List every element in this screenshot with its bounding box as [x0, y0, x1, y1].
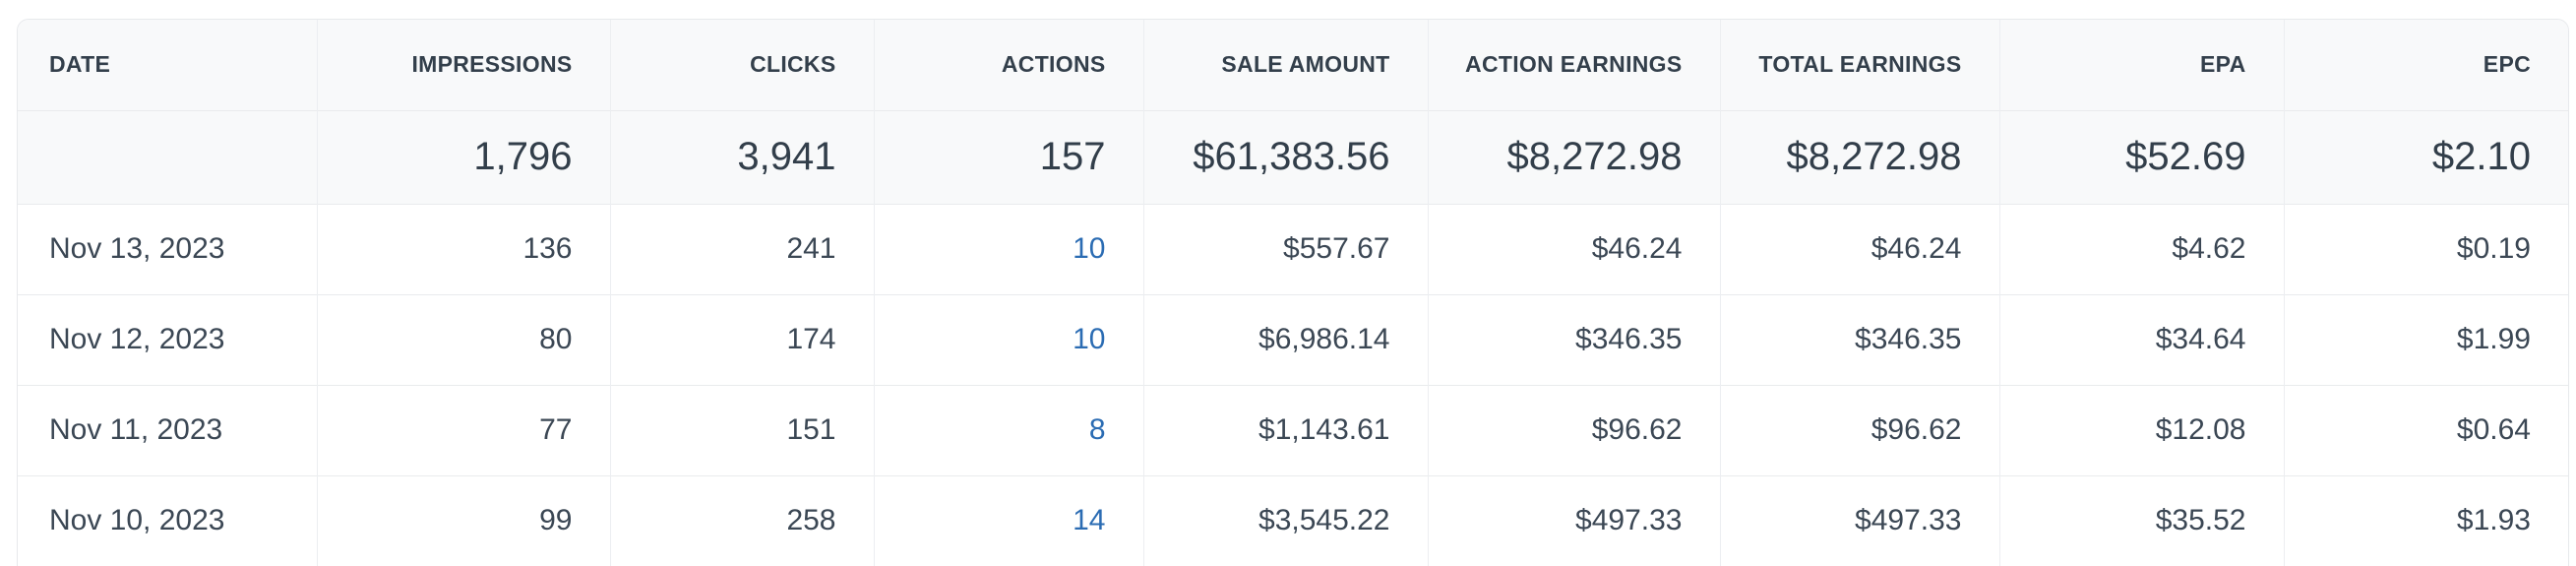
cell-sale-amount: $1,143.61	[1143, 384, 1429, 475]
cell-actions: 10	[874, 293, 1144, 385]
performance-report-table-container: DATE IMPRESSIONS CLICKS ACTIONS SALE AMO…	[17, 19, 2569, 566]
column-header-clicks: CLICKS	[610, 20, 875, 110]
cell-action-earnings: $96.62	[1428, 384, 1721, 475]
cell-epa: $4.62	[1999, 203, 2285, 294]
actions-link[interactable]: 10	[1073, 323, 1106, 355]
column-header-epc: EPC	[2284, 20, 2568, 110]
totals-row: 1,796 3,941 157 $61,383.56 $8,272.98 $8,…	[18, 109, 2568, 204]
cell-impressions: 136	[317, 203, 611, 294]
cell-sale-amount: $6,986.14	[1143, 293, 1429, 385]
cell-impressions: 80	[317, 293, 611, 385]
cell-action-earnings: $346.35	[1428, 293, 1721, 385]
table-row: Nov 13, 2023 136 241 10 $557.67 $46.24 $…	[18, 203, 2568, 294]
actions-link[interactable]: 8	[1088, 413, 1106, 446]
column-header-action-earnings: ACTION EARNINGS	[1428, 20, 1721, 110]
table-row: Nov 10, 2023 99 258 14 $3,545.22 $497.33…	[18, 474, 2568, 566]
table-row: Nov 12, 2023 80 174 10 $6,986.14 $346.35…	[18, 293, 2568, 385]
cell-clicks: 151	[610, 384, 875, 475]
table-body: 1,796 3,941 157 $61,383.56 $8,272.98 $8,…	[18, 109, 2568, 566]
cell-epc: $0.19	[2284, 203, 2568, 294]
totals-cell-impressions: 1,796	[317, 109, 611, 204]
cell-epc: $0.64	[2284, 384, 2568, 475]
totals-cell-clicks: 3,941	[610, 109, 875, 204]
table-header: DATE IMPRESSIONS CLICKS ACTIONS SALE AMO…	[18, 20, 2568, 110]
cell-sale-amount: $557.67	[1143, 203, 1429, 294]
cell-total-earnings: $46.24	[1720, 203, 2000, 294]
cell-epa: $34.64	[1999, 293, 2285, 385]
cell-actions: 14	[874, 474, 1144, 566]
cell-clicks: 174	[610, 293, 875, 385]
totals-cell-date	[18, 109, 318, 204]
totals-cell-total-earnings: $8,272.98	[1720, 109, 2000, 204]
header-row: DATE IMPRESSIONS CLICKS ACTIONS SALE AMO…	[18, 20, 2568, 110]
column-header-epa: EPA	[1999, 20, 2285, 110]
cell-actions: 8	[874, 384, 1144, 475]
cell-impressions: 77	[317, 384, 611, 475]
table-row: Nov 11, 2023 77 151 8 $1,143.61 $96.62 $…	[18, 384, 2568, 475]
cell-total-earnings: $497.33	[1720, 474, 2000, 566]
cell-date: Nov 13, 2023	[18, 203, 318, 294]
cell-action-earnings: $46.24	[1428, 203, 1721, 294]
column-header-sale-amount: SALE AMOUNT	[1143, 20, 1429, 110]
cell-action-earnings: $497.33	[1428, 474, 1721, 566]
cell-sale-amount: $3,545.22	[1143, 474, 1429, 566]
cell-epc: $1.99	[2284, 293, 2568, 385]
cell-clicks: 241	[610, 203, 875, 294]
totals-cell-epc: $2.10	[2284, 109, 2568, 204]
cell-epc: $1.93	[2284, 474, 2568, 566]
totals-cell-action-earnings: $8,272.98	[1428, 109, 1721, 204]
performance-report-table: DATE IMPRESSIONS CLICKS ACTIONS SALE AMO…	[18, 20, 2568, 566]
actions-link[interactable]: 10	[1073, 232, 1106, 265]
actions-link[interactable]: 14	[1073, 504, 1106, 537]
cell-total-earnings: $346.35	[1720, 293, 2000, 385]
totals-cell-epa: $52.69	[1999, 109, 2285, 204]
column-header-total-earnings: TOTAL EARNINGS	[1720, 20, 2000, 110]
cell-total-earnings: $96.62	[1720, 384, 2000, 475]
cell-date: Nov 12, 2023	[18, 293, 318, 385]
cell-epa: $35.52	[1999, 474, 2285, 566]
cell-epa: $12.08	[1999, 384, 2285, 475]
cell-actions: 10	[874, 203, 1144, 294]
column-header-impressions: IMPRESSIONS	[317, 20, 611, 110]
column-header-date: DATE	[18, 20, 318, 110]
cell-date: Nov 10, 2023	[18, 474, 318, 566]
cell-date: Nov 11, 2023	[18, 384, 318, 475]
totals-cell-sale-amount: $61,383.56	[1143, 109, 1429, 204]
cell-clicks: 258	[610, 474, 875, 566]
column-header-actions: ACTIONS	[874, 20, 1144, 110]
totals-cell-actions: 157	[874, 109, 1144, 204]
cell-impressions: 99	[317, 474, 611, 566]
